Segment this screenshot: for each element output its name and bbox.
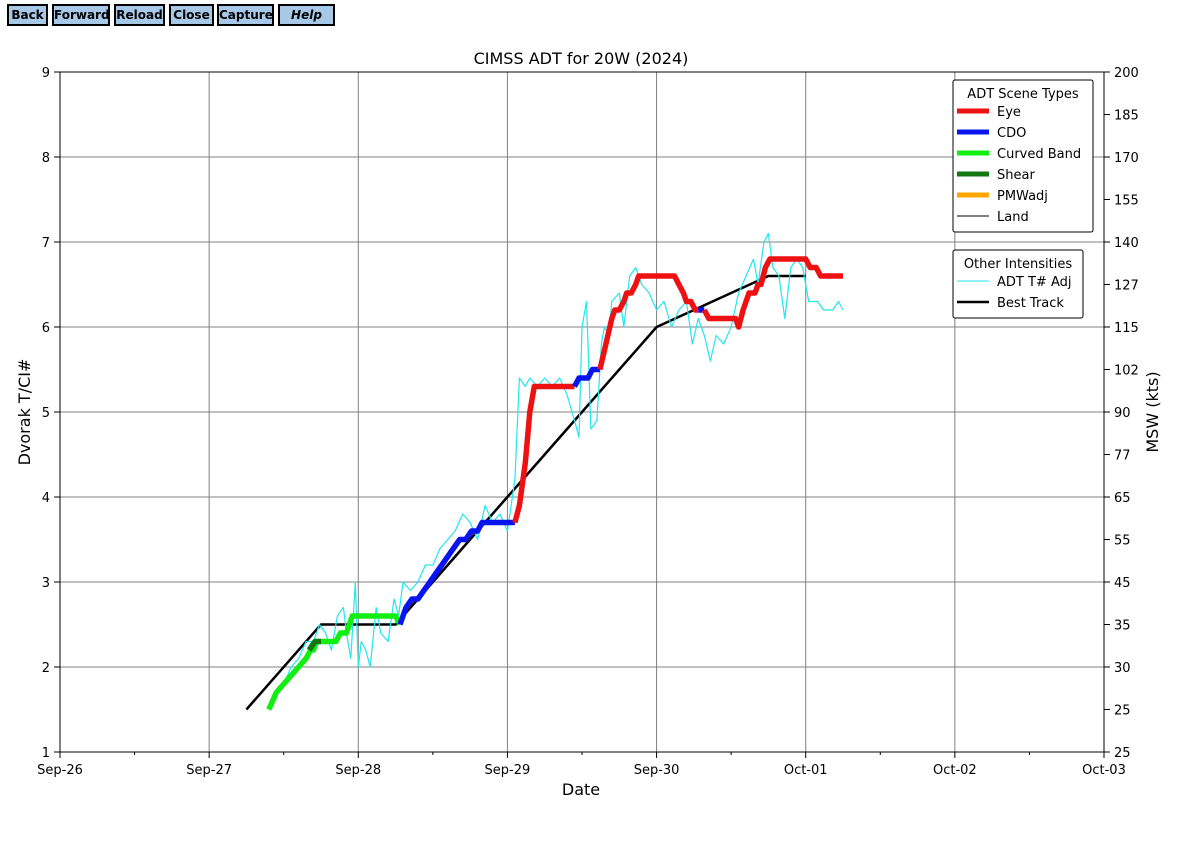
y-left-tick-label: 8 bbox=[42, 151, 50, 166]
legend-title: ADT Scene Types bbox=[967, 87, 1079, 102]
y-left-tick-label: 9 bbox=[42, 66, 50, 81]
y-right-tick-label: 25 bbox=[1114, 704, 1131, 719]
y-left-tick-label: 6 bbox=[42, 321, 50, 336]
x-tick-label: Sep-26 bbox=[37, 763, 83, 778]
y-right-tick-label: 65 bbox=[1114, 491, 1131, 506]
y-right-tick-label: 35 bbox=[1114, 619, 1131, 634]
series-adt-t-adj bbox=[268, 232, 844, 710]
x-axis: Sep-26 Sep-27 Sep-28 Sep-29 Sep-30 Oct-01 Oct-… bbox=[37, 752, 1126, 778]
y-right-tick-label: 77 bbox=[1114, 449, 1131, 464]
series-eye bbox=[597, 273, 699, 371]
series-best-track bbox=[245, 274, 806, 711]
y-right-tick-label: 90 bbox=[1114, 406, 1131, 421]
y-right-tick-label: 25 bbox=[1114, 746, 1131, 761]
legend-entry-label: Eye bbox=[997, 105, 1021, 120]
y-axis-label-left: Dvorak T/CI# bbox=[15, 359, 34, 466]
y-left-tick-label: 5 bbox=[42, 406, 50, 421]
x-tick-label: Oct-02 bbox=[933, 763, 977, 778]
series-eye bbox=[512, 383, 575, 524]
x-axis-label: Date bbox=[562, 780, 600, 799]
x-tick-label: Oct-03 bbox=[1082, 763, 1126, 778]
x-tick-label: Oct-01 bbox=[784, 763, 828, 778]
y-axis-left: 1 2 3 4 5 6 7 8 9 bbox=[42, 66, 60, 761]
legend-entry-label: CDO bbox=[997, 126, 1026, 141]
grid bbox=[60, 72, 1104, 752]
help-button[interactable]: Help bbox=[278, 4, 335, 26]
y-right-tick-label: 140 bbox=[1114, 236, 1139, 251]
x-tick-label: Sep-27 bbox=[186, 763, 232, 778]
y-right-tick-label: 170 bbox=[1114, 151, 1139, 166]
y-right-tick-label: 185 bbox=[1114, 109, 1139, 124]
y-right-tick-label: 102 bbox=[1114, 364, 1139, 379]
y-right-tick-label: 55 bbox=[1114, 534, 1131, 549]
reload-button[interactable]: Reload bbox=[114, 4, 165, 26]
y-axis-label-right: MSW (kts) bbox=[1143, 371, 1162, 452]
plot-lines bbox=[245, 232, 844, 711]
legend-title: Other Intensities bbox=[964, 257, 1073, 272]
legend-entry-label: Shear bbox=[997, 168, 1035, 183]
chart-title: CIMSS ADT for 20W (2024) bbox=[474, 49, 689, 68]
legend-scene-types: ADT Scene Types Eye CDO Curved Band Shear PMW… bbox=[952, 79, 1094, 233]
x-tick-label: Sep-29 bbox=[485, 763, 531, 778]
y-axis-right: 25 25 30 35 45 55 65 77 90 102 115 127 140 155 170 185 2… bbox=[1104, 66, 1139, 761]
series-cdo bbox=[397, 519, 515, 626]
legend-entry-label: Land bbox=[997, 210, 1029, 225]
y-right-tick-label: 45 bbox=[1114, 576, 1131, 591]
y-left-tick-label: 1 bbox=[42, 746, 50, 761]
legend-entry-label: PMWadj bbox=[997, 189, 1048, 204]
x-tick-label: Sep-30 bbox=[634, 763, 680, 778]
y-right-tick-label: 127 bbox=[1114, 279, 1139, 294]
legend-entry-label: ADT T# Adj bbox=[997, 275, 1071, 290]
y-right-tick-label: 115 bbox=[1114, 321, 1139, 336]
y-right-tick-label: 30 bbox=[1114, 661, 1131, 676]
y-left-tick-label: 4 bbox=[42, 491, 50, 506]
y-right-tick-label: 155 bbox=[1114, 194, 1139, 209]
legend-entry-label: Curved Band bbox=[997, 147, 1081, 162]
legend-entry-label: Best Track bbox=[997, 296, 1064, 311]
x-tick-label: Sep-28 bbox=[335, 763, 381, 778]
y-right-tick-label: 200 bbox=[1114, 66, 1139, 81]
back-button[interactable]: Back bbox=[7, 4, 48, 26]
series-cdo bbox=[572, 366, 600, 388]
close-button[interactable]: Close bbox=[169, 4, 214, 26]
series-shear bbox=[306, 638, 321, 652]
legend-other-intensities: Other Intensities ADT T# Adj Best Track bbox=[952, 249, 1084, 319]
y-left-tick-label: 3 bbox=[42, 576, 50, 591]
series-eye bbox=[701, 256, 843, 330]
forward-button[interactable]: Forward bbox=[52, 4, 110, 26]
capture-button[interactable]: Capture bbox=[217, 4, 274, 26]
y-left-tick-label: 2 bbox=[42, 661, 50, 676]
y-left-tick-label: 7 bbox=[42, 236, 50, 251]
